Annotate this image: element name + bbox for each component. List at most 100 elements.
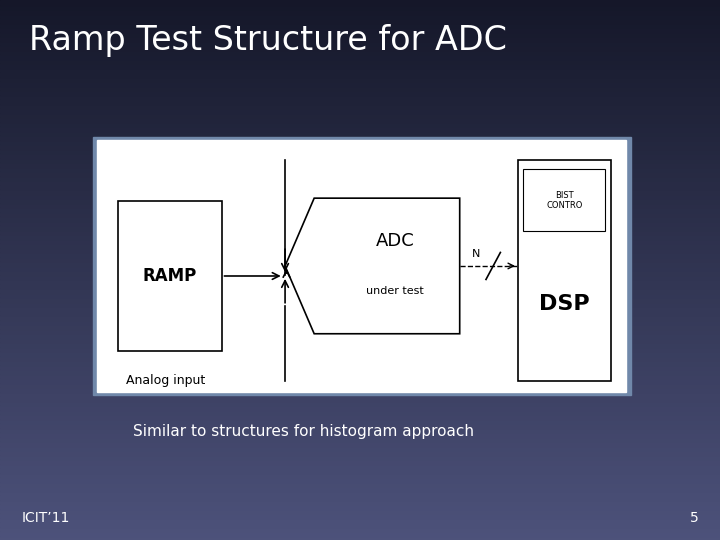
Bar — [118, 201, 222, 352]
Text: Ramp Test Structure for ADC: Ramp Test Structure for ADC — [29, 24, 507, 57]
Bar — [0, 166, 720, 171]
Bar — [0, 176, 720, 180]
Bar — [0, 347, 720, 351]
Bar — [0, 414, 720, 418]
Text: DSP: DSP — [539, 294, 590, 314]
Polygon shape — [285, 198, 459, 334]
Bar — [0, 185, 720, 189]
Bar — [0, 450, 720, 455]
Bar — [0, 455, 720, 459]
Bar — [0, 31, 720, 36]
Bar — [0, 486, 720, 490]
Bar — [0, 423, 720, 428]
Bar — [523, 170, 605, 231]
Bar — [0, 99, 720, 104]
Bar — [0, 324, 720, 328]
Bar — [0, 522, 720, 526]
Bar — [0, 58, 720, 63]
Bar — [0, 382, 720, 387]
Bar — [0, 328, 720, 333]
Bar — [0, 351, 720, 355]
Bar — [0, 94, 720, 99]
Bar — [0, 126, 720, 131]
Bar — [0, 482, 720, 486]
Bar — [0, 364, 720, 369]
Bar — [0, 360, 720, 364]
Bar — [0, 293, 720, 297]
Text: N: N — [472, 249, 480, 259]
Bar — [0, 243, 720, 247]
Bar — [0, 158, 720, 162]
Bar — [0, 202, 720, 207]
Text: Analog input: Analog input — [126, 374, 205, 387]
Bar — [0, 500, 720, 504]
Bar — [0, 14, 720, 18]
Bar — [0, 63, 720, 68]
Bar — [0, 266, 720, 270]
Text: 5: 5 — [690, 511, 698, 525]
Bar — [0, 490, 720, 495]
Bar — [0, 436, 720, 441]
Bar — [0, 220, 720, 225]
Bar — [0, 193, 720, 198]
Bar — [0, 108, 720, 112]
Bar — [0, 301, 720, 306]
Bar — [0, 338, 720, 342]
Text: Similar to structures for histogram approach: Similar to structures for histogram appr… — [133, 424, 474, 439]
Bar — [0, 40, 720, 45]
Bar — [0, 139, 720, 144]
Bar — [0, 239, 720, 243]
Bar — [0, 104, 720, 108]
Bar — [0, 18, 720, 23]
Bar — [0, 189, 720, 193]
Bar — [0, 409, 720, 414]
Bar — [0, 378, 720, 382]
Bar — [0, 509, 720, 513]
Bar — [0, 495, 720, 500]
Bar — [0, 212, 720, 216]
Text: ICIT’11: ICIT’11 — [22, 511, 70, 525]
Bar — [0, 526, 720, 531]
Bar — [0, 274, 720, 279]
Bar — [0, 225, 720, 229]
Bar — [0, 369, 720, 374]
Bar — [0, 207, 720, 212]
Bar — [0, 463, 720, 468]
Bar — [0, 198, 720, 202]
Text: BIST
CONTRO: BIST CONTRO — [546, 191, 582, 210]
Bar — [0, 135, 720, 139]
Bar — [0, 171, 720, 176]
Bar — [93, 137, 631, 395]
Bar — [0, 459, 720, 463]
Bar — [0, 297, 720, 301]
Bar — [0, 9, 720, 14]
Bar — [0, 472, 720, 477]
Bar — [0, 144, 720, 148]
Bar — [0, 333, 720, 338]
Bar — [0, 54, 720, 58]
Bar — [0, 23, 720, 27]
Bar — [0, 85, 720, 90]
Bar — [0, 468, 720, 472]
Bar — [0, 72, 720, 77]
Bar — [0, 418, 720, 423]
Bar — [0, 342, 720, 347]
Bar — [0, 284, 720, 288]
Bar — [0, 531, 720, 536]
Bar — [0, 288, 720, 293]
Bar — [97, 140, 626, 392]
Bar — [0, 153, 720, 158]
Bar — [0, 50, 720, 54]
Text: RAMP: RAMP — [143, 267, 197, 285]
Bar — [0, 90, 720, 94]
Bar — [0, 536, 720, 540]
Bar — [0, 270, 720, 274]
Bar — [0, 387, 720, 392]
Bar — [0, 432, 720, 436]
Bar — [0, 230, 720, 234]
Bar — [0, 117, 720, 122]
Bar — [0, 320, 720, 324]
Bar — [0, 68, 720, 72]
Bar — [0, 504, 720, 509]
Bar — [0, 27, 720, 31]
